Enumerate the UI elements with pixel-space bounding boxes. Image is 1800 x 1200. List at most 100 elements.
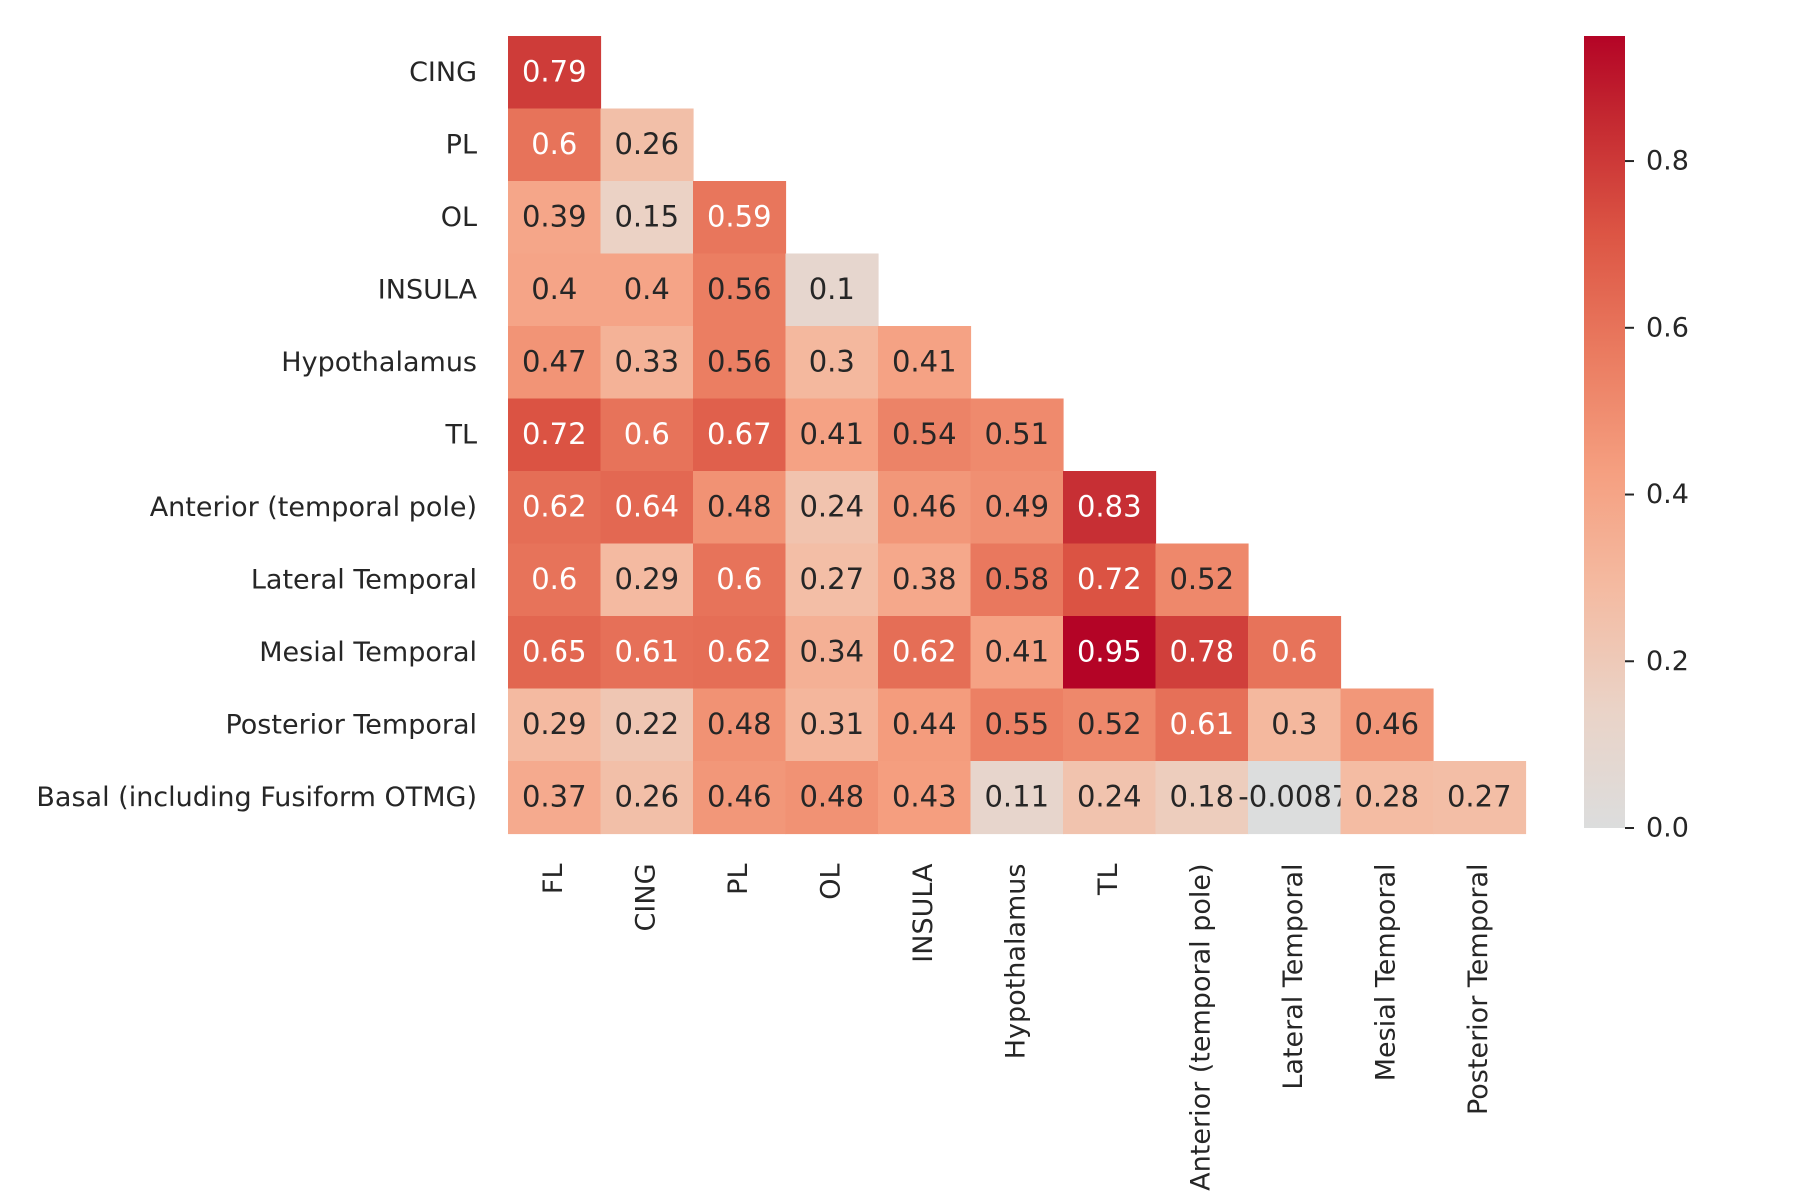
cell-value-label: 0.44 (892, 707, 957, 741)
heatmap-cell (878, 326, 972, 400)
y-tick-label: Lateral Temporal (251, 564, 477, 595)
x-tick-label: PL (723, 864, 754, 895)
cell-value-label: 0.37 (522, 779, 587, 813)
cell-value-label: 0.48 (799, 779, 864, 813)
heatmap-cell (693, 471, 787, 545)
heatmap-cell (508, 398, 602, 472)
cell-value-label: 0.27 (1447, 779, 1512, 813)
heatmap-cell (508, 108, 602, 182)
heatmap-cell (1340, 761, 1434, 835)
heatmap-cell (600, 761, 694, 835)
x-tick-label: TL (1093, 864, 1124, 897)
cell-value-label: 0.41 (892, 344, 957, 378)
cell-value-label: 0.62 (707, 634, 772, 668)
cell-value-label: 0.51 (984, 417, 1049, 451)
cell-value-label: 0.72 (1077, 562, 1142, 596)
heatmap-cell (1063, 688, 1157, 762)
heatmap-cell (693, 181, 787, 255)
x-axis-labels: FL CING PL OL INSULA Hypothalamus TL Anterior (… (538, 863, 1494, 1191)
heatmap-cell (693, 326, 787, 400)
heatmap-cell (1063, 616, 1157, 690)
heatmap-cell (785, 326, 879, 400)
heatmap-cell (508, 36, 602, 110)
cell-value-label: 0.18 (1169, 779, 1234, 813)
cell-value-label: 0.33 (614, 344, 679, 378)
x-tick-label: INSULA (908, 863, 939, 963)
heatmap-cell (878, 761, 972, 835)
cell-value-label: 0.29 (522, 707, 587, 741)
cell-value-label: 0.6 (531, 127, 577, 161)
cell-value-label: 0.6 (624, 417, 670, 451)
cell-value-label: 0.59 (707, 199, 772, 233)
heatmap-cell (508, 761, 602, 835)
heatmap-cell (785, 471, 879, 545)
heatmap-cell (1248, 761, 1342, 835)
heatmap-cell (508, 471, 602, 545)
colorbar-gradient (1584, 36, 1625, 828)
cell-value-label: 0.83 (1077, 489, 1142, 523)
heatmap-cell (878, 398, 972, 472)
y-tick-label: INSULA (378, 274, 478, 305)
heatmap-cell (1433, 761, 1527, 835)
cell-value-label: 0.1 (809, 272, 855, 306)
heatmap-cell (785, 253, 879, 327)
cell-value-label: 0.6 (531, 562, 577, 596)
cell-value-label: -0.0087 (1238, 779, 1350, 813)
colorbar-tick-label: 0.8 (1646, 146, 1689, 177)
cell-value-label: 0.24 (1077, 779, 1142, 813)
heatmap-cell (970, 761, 1064, 835)
cell-value-label: 0.38 (892, 562, 957, 596)
heatmap-cell (970, 471, 1064, 545)
heatmap-cell (970, 616, 1064, 690)
cell-value-label: 0.6 (1271, 634, 1317, 668)
cell-value-label: 0.34 (799, 634, 864, 668)
cell-value-label: 0.61 (1169, 707, 1234, 741)
heatmap-cell (693, 398, 787, 472)
heatmap-cell (878, 543, 972, 617)
heatmap-cell (600, 688, 694, 762)
cell-value-label: 0.61 (614, 634, 679, 668)
x-tick-label: Posterior Temporal (1463, 864, 1494, 1116)
cell-value-label: 0.24 (799, 489, 864, 523)
heatmap-cell (878, 688, 972, 762)
y-tick-label: Hypothalamus (281, 347, 477, 378)
heatmap-cell (600, 616, 694, 690)
cell-value-label: 0.48 (707, 489, 772, 523)
heatmap-cell (693, 616, 787, 690)
cell-value-label: 0.41 (799, 417, 864, 451)
cell-value-label: 0.62 (892, 634, 957, 668)
y-tick-label: Basal (including Fusiform OTMG) (36, 782, 477, 813)
cell-value-label: 0.56 (707, 344, 772, 378)
y-tick-label: OL (441, 202, 477, 233)
cell-value-label: 0.65 (522, 634, 587, 668)
cell-value-label: 0.58 (984, 562, 1049, 596)
x-tick-label: Mesial Temporal (1370, 864, 1401, 1082)
cell-value-label: 0.72 (522, 417, 587, 451)
cell-value-label: 0.54 (892, 417, 957, 451)
heatmap-cell (785, 688, 879, 762)
heatmap-cell (970, 543, 1064, 617)
cell-value-label: 0.26 (614, 127, 679, 161)
cell-value-label: 0.4 (531, 272, 577, 306)
y-tick-label: Anterior (temporal pole) (150, 492, 477, 523)
x-tick-label: Anterior (temporal pole) (1185, 864, 1216, 1191)
y-tick-label: Posterior Temporal (225, 709, 477, 740)
heatmap-cell (1248, 688, 1342, 762)
heatmap-cell (970, 688, 1064, 762)
cell-value-label: 0.67 (707, 417, 772, 451)
heatmap-cell (600, 253, 694, 327)
heatmap-cells: 0.79 0.6 0.26 0.39 0.15 0.59 0.4 0.4 0.56 0.1 0.47… (508, 36, 1527, 835)
heatmap-cell (693, 688, 787, 762)
cell-value-label: 0.3 (1271, 707, 1317, 741)
cell-value-label: 0.47 (522, 344, 587, 378)
heatmap-cell (600, 326, 694, 400)
cell-value-label: 0.79 (522, 54, 587, 88)
heatmap-cell (1248, 616, 1342, 690)
cell-value-label: 0.4 (624, 272, 670, 306)
cell-value-label: 0.26 (614, 779, 679, 813)
heatmap-cell (785, 543, 879, 617)
cell-value-label: 0.55 (984, 707, 1049, 741)
heatmap-cell (693, 543, 787, 617)
heatmap-cell (1340, 688, 1434, 762)
